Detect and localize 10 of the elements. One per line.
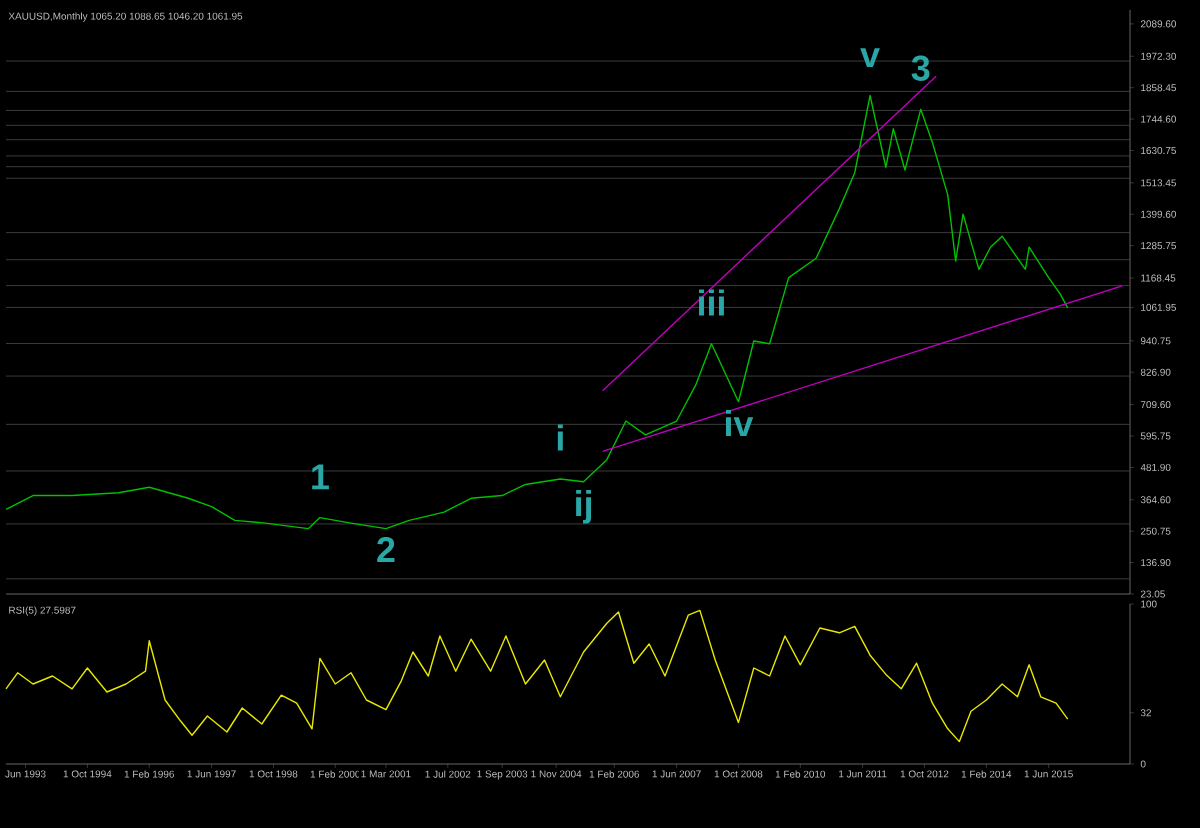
annotation: ij bbox=[576, 490, 592, 524]
line-series bbox=[5, 609, 1069, 743]
annotation: v bbox=[860, 48, 880, 68]
annotation: iii bbox=[699, 289, 724, 316]
annotation: 2 bbox=[377, 537, 395, 563]
line-series bbox=[5, 94, 1069, 530]
annotation: i bbox=[557, 424, 563, 451]
annotation: iv bbox=[726, 410, 754, 437]
annotation: 1 bbox=[312, 464, 329, 490]
annotation: 3 bbox=[911, 55, 930, 81]
